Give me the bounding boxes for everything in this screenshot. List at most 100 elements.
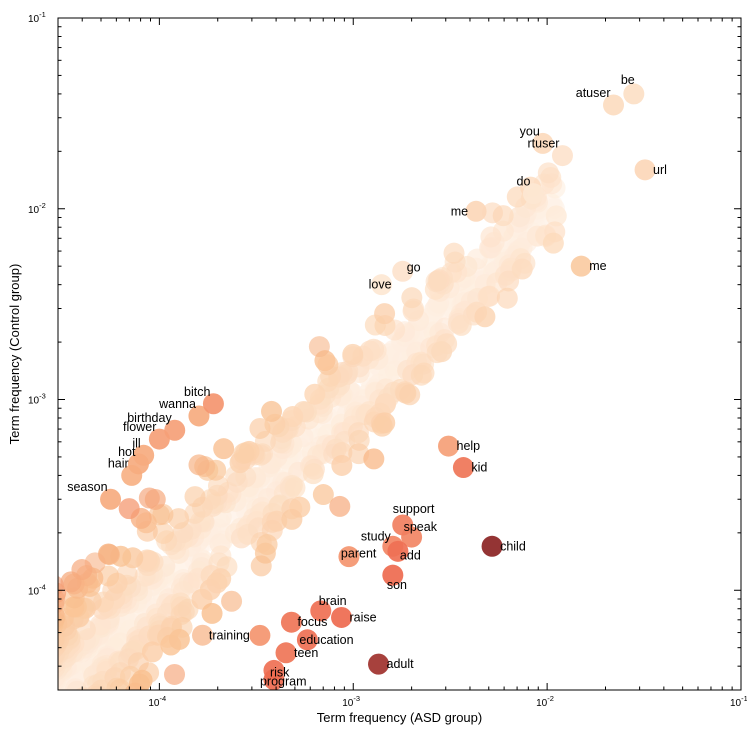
y-tick-label: 10-1 (28, 10, 46, 25)
background-point (479, 285, 501, 307)
background-point (249, 417, 271, 439)
point-label-be: be (621, 73, 635, 87)
background-point (109, 678, 131, 690)
data-point-training (249, 624, 271, 646)
background-point (399, 384, 421, 406)
background-point (443, 242, 465, 264)
background-point (431, 341, 453, 363)
background-point (401, 287, 423, 309)
background-point (188, 454, 210, 476)
data-point-me (570, 255, 592, 277)
background-point (233, 442, 255, 464)
background-point (96, 688, 107, 690)
x-axis-label: Term frequency (ASD group) (317, 710, 482, 725)
background-point (89, 685, 107, 690)
points-layer (43, 83, 656, 715)
point-label-raise: raise (350, 610, 377, 624)
point-label-adult: adult (387, 657, 415, 671)
ticks-layer: 10-4 10-3 10-2 10-1 10-4 10-3 10-2 10-1 (28, 10, 747, 709)
y-tick-label: 10-3 (28, 392, 46, 407)
background-point (481, 202, 503, 224)
background-point (152, 522, 174, 544)
background-point (329, 495, 351, 517)
background-point (46, 694, 67, 715)
point-label-help: help (457, 439, 481, 453)
background-point (545, 205, 567, 227)
point-label-do: do (517, 175, 531, 189)
background-point (474, 306, 496, 328)
background-point (71, 559, 93, 581)
background-point (425, 271, 447, 293)
data-point-you (532, 132, 554, 154)
x-tick-label: 10-4 (148, 694, 166, 709)
point-label-go: go (407, 260, 421, 274)
background-point (101, 689, 109, 690)
point-label-child: child (500, 539, 526, 553)
background-point (506, 186, 528, 208)
data-point-program (263, 669, 285, 690)
data-point-do (522, 183, 544, 205)
data-point-hot (127, 453, 149, 475)
point-label-focus: focus (297, 615, 327, 629)
background-point (141, 641, 163, 663)
point-label-teen: teen (294, 646, 318, 660)
data-point-child (481, 535, 503, 557)
background-point (192, 624, 214, 646)
background-point (110, 690, 131, 711)
data-point-support (392, 514, 414, 536)
background-point (250, 555, 272, 577)
background-point (55, 694, 76, 715)
point-label-url: url (653, 163, 667, 177)
x-tick-label: 10-1 (730, 694, 747, 709)
background-point (53, 691, 74, 712)
background-point (284, 477, 306, 499)
data-point-birthday (164, 419, 186, 441)
point-label-season: season (67, 480, 107, 494)
background-point (125, 682, 146, 690)
background-point (363, 448, 385, 470)
data-point-season (100, 488, 122, 510)
background-point (184, 502, 206, 524)
background-point (43, 692, 64, 713)
background-point (168, 628, 190, 650)
plot-frame (57, 17, 742, 691)
point-label-birthday: birthday (127, 411, 172, 425)
data-point-love (371, 274, 393, 296)
background-point (511, 258, 533, 280)
background-point (371, 415, 393, 437)
point-label-hot: hot (118, 445, 136, 459)
data-point-help (438, 435, 460, 457)
background-point (304, 383, 326, 405)
point-label-flower: flower (123, 420, 156, 434)
point-label-rtuser: rtuser (528, 137, 560, 151)
point-label-parent: parent (341, 547, 377, 561)
background-point (413, 362, 435, 384)
background-point (331, 454, 353, 476)
data-point-rtuser (551, 145, 573, 167)
background-point (496, 287, 518, 309)
background-point (302, 463, 324, 485)
point-label-support: support (393, 502, 435, 516)
x-tick-label: 10-3 (342, 694, 360, 709)
background-point (374, 303, 396, 325)
data-point-bitch (202, 393, 224, 415)
data-point-son (382, 564, 404, 586)
data-point-url (634, 159, 656, 181)
point-label-me: me (589, 259, 606, 273)
background-point (221, 590, 243, 612)
point-label-program: program (260, 675, 307, 689)
data-point-add (387, 540, 409, 562)
background-point (537, 162, 559, 184)
background-point (207, 475, 229, 497)
point-label-training: training (209, 628, 250, 642)
background-point (118, 498, 140, 520)
point-label-love: love (369, 278, 392, 292)
point-label-bitch: bitch (184, 385, 210, 399)
background-point (182, 572, 204, 594)
point-label-brain: brain (319, 594, 347, 608)
point-label-kid: kid (471, 461, 487, 475)
background-point (308, 336, 330, 358)
background-point (342, 343, 364, 365)
